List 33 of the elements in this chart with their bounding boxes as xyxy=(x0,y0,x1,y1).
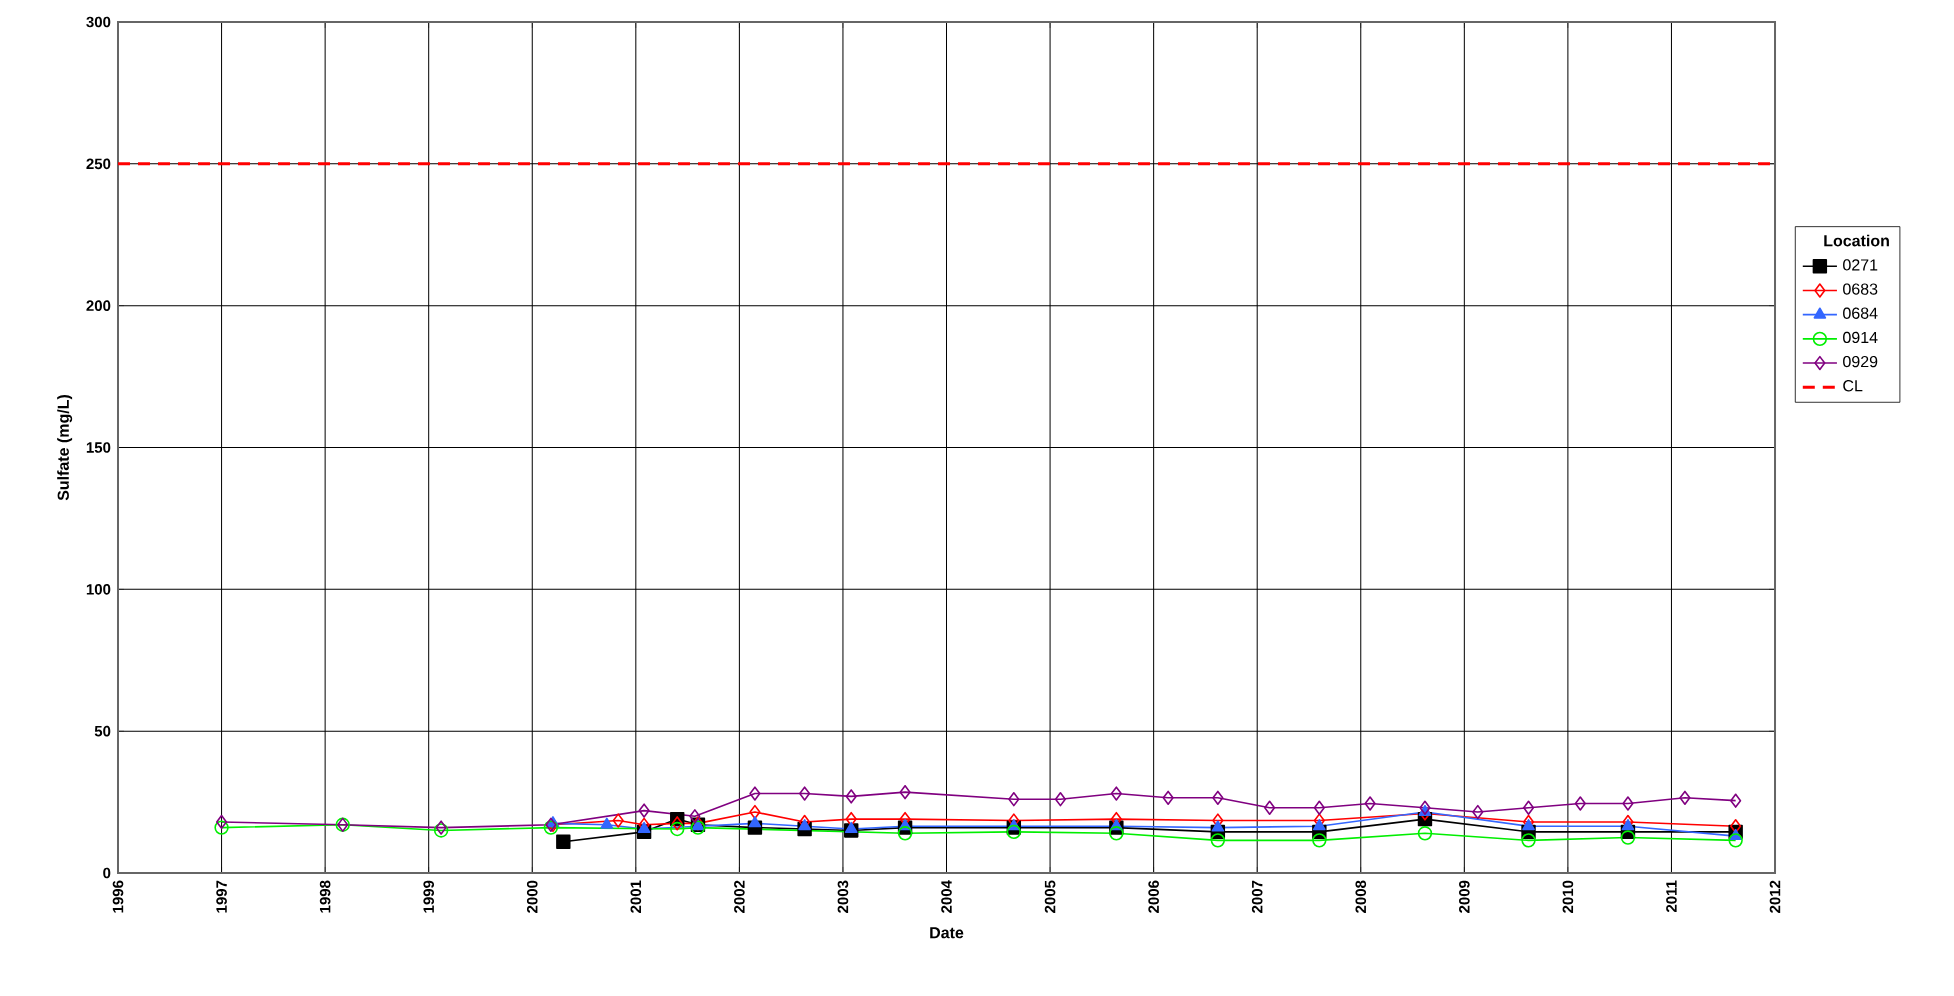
legend-label: 0271 xyxy=(1843,259,1878,271)
x-tick-label: 2001 xyxy=(630,880,642,913)
x-tick-label: 2003 xyxy=(837,880,849,913)
legend-label: 0929 xyxy=(1843,355,1878,368)
x-tick-label: 2004 xyxy=(941,880,952,913)
legend-title: Location xyxy=(1824,234,1889,247)
y-tick-label: 0 xyxy=(103,867,111,879)
x-tick-label: 2011 xyxy=(1666,880,1677,913)
legend-label: 0914 xyxy=(1843,331,1878,344)
x-tick-label: 1996 xyxy=(112,880,124,913)
x-tick-label: 2002 xyxy=(734,880,745,913)
legend-label: CL xyxy=(1843,380,1863,392)
x-tick-label: 1999 xyxy=(423,880,435,913)
x-tick-label: 2007 xyxy=(1251,880,1263,913)
y-tick-label: 200 xyxy=(86,300,111,311)
legend-label: 0684 xyxy=(1843,307,1878,319)
y-tick-label: 150 xyxy=(86,442,111,453)
y-tick-label: 250 xyxy=(86,158,111,170)
x-tick-label: 2010 xyxy=(1562,880,1574,913)
y-tick-label: 300 xyxy=(86,16,111,28)
y-tick-label: 100 xyxy=(86,584,111,595)
x-tick-label: 1998 xyxy=(319,880,331,913)
legend-label: 0683 xyxy=(1843,283,1878,295)
x-tick-label: 2006 xyxy=(1148,880,1159,913)
x-tick-label: 1997 xyxy=(216,880,227,913)
y-tick-label: 50 xyxy=(94,725,111,737)
x-tick-label: 2009 xyxy=(1459,880,1470,913)
x-tick-label: 2000 xyxy=(526,880,538,913)
y-axis-title: Sulfate (mg/L) xyxy=(57,394,73,501)
x-tick-label: 2008 xyxy=(1355,880,1367,913)
x-tick-label: 2005 xyxy=(1044,880,1056,913)
x-axis-title: Date xyxy=(930,927,964,939)
x-tick-label: 2012 xyxy=(1769,880,1781,913)
